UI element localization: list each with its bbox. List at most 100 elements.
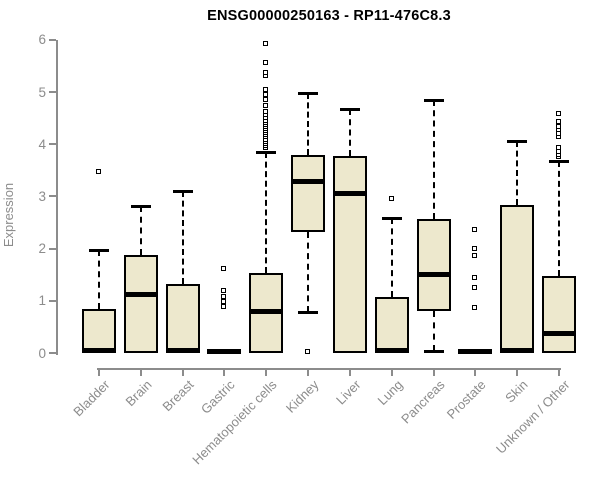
median-line <box>458 349 493 355</box>
upper-whisker <box>265 152 268 273</box>
outlier-point <box>305 348 311 354</box>
upper-whisker <box>432 99 435 219</box>
upper-whisker-cap <box>549 159 570 163</box>
outlier-point <box>556 144 562 150</box>
iqr-box <box>374 296 409 353</box>
outlier-point <box>221 294 227 300</box>
x-axis-tick <box>516 368 519 376</box>
median-line <box>416 272 451 278</box>
iqr-box <box>332 156 367 353</box>
outlier-point <box>263 60 269 66</box>
outlier-point <box>556 111 562 117</box>
y-axis-tick-label: 6 <box>38 32 46 48</box>
y-axis-tick-label: 4 <box>38 136 46 152</box>
outlier-point <box>556 119 562 125</box>
outlier-point <box>472 304 478 310</box>
lower-whisker-cap <box>423 350 444 354</box>
y-axis-tick-label: 3 <box>38 188 46 204</box>
outlier-point <box>221 298 227 304</box>
outlier-point <box>96 168 101 174</box>
iqr-box <box>416 218 451 312</box>
x-axis-tick <box>474 368 477 376</box>
upper-whisker <box>516 140 519 206</box>
median-line <box>207 349 242 355</box>
upper-whisker-cap <box>339 108 360 112</box>
iqr-box <box>82 308 116 353</box>
median-line <box>82 348 116 354</box>
y-axis-tick <box>49 247 56 250</box>
iqr-box <box>291 154 326 232</box>
outlier-point <box>472 275 478 281</box>
x-axis-tick <box>223 368 226 376</box>
y-axis-tick <box>49 38 56 41</box>
x-axis-tick <box>558 368 561 376</box>
x-axis-line <box>97 368 562 370</box>
iqr-box <box>542 276 577 353</box>
outlier-point <box>221 303 227 309</box>
median-line <box>249 308 284 314</box>
upper-whisker-cap <box>89 249 109 253</box>
upper-whisker-cap <box>298 92 319 96</box>
y-axis-tick-label: 1 <box>38 293 46 309</box>
outlier-point <box>221 287 227 293</box>
outlier-point <box>472 227 478 233</box>
x-axis-tick <box>348 368 351 376</box>
outlier-point <box>388 196 394 201</box>
lower-whisker-cap <box>298 311 319 315</box>
outlier-point <box>263 40 269 46</box>
upper-whisker <box>139 205 142 256</box>
x-axis-tick <box>390 368 393 376</box>
y-axis-tick-label: 2 <box>38 241 46 257</box>
upper-whisker-cap <box>381 216 402 220</box>
y-axis-tick-label: 0 <box>38 345 46 361</box>
y-axis-tick <box>49 352 56 354</box>
upper-whisker-cap <box>423 98 444 102</box>
upper-whisker <box>348 109 351 157</box>
y-axis-tick <box>49 143 56 146</box>
upper-whisker <box>307 93 310 155</box>
y-axis-tick <box>49 195 56 198</box>
iqr-box <box>500 205 535 353</box>
upper-whisker-cap <box>256 151 277 155</box>
outlier-point <box>263 96 269 102</box>
y-axis-line <box>56 39 58 355</box>
y-axis-tick-label: 5 <box>38 84 46 100</box>
upper-whisker <box>558 160 561 277</box>
iqr-box <box>165 284 200 353</box>
upper-whisker <box>98 250 100 309</box>
x-axis-tick <box>98 368 100 376</box>
median-line <box>332 190 367 196</box>
x-axis-tick <box>432 368 435 376</box>
outlier-point <box>472 284 478 290</box>
upper-whisker <box>181 191 184 285</box>
x-axis-tick <box>307 368 310 376</box>
upper-whisker-cap <box>507 139 528 143</box>
lower-whisker <box>307 231 310 313</box>
outlier-point <box>263 108 269 114</box>
median-line <box>291 179 326 185</box>
median-line <box>542 330 577 336</box>
outlier-point <box>263 103 269 109</box>
outlier-point <box>472 252 478 258</box>
outlier-point <box>472 245 478 251</box>
lower-whisker <box>432 311 435 352</box>
outlier-point <box>263 87 269 93</box>
median-line <box>374 348 409 354</box>
chart-title: ENSG00000250163 - RP11-476C8.3 <box>207 8 451 24</box>
median-line <box>165 348 200 354</box>
outlier-point <box>556 123 562 129</box>
upper-whisker <box>390 217 393 297</box>
x-axis-tick <box>139 368 142 376</box>
x-axis-tick <box>181 368 184 376</box>
upper-whisker-cap <box>172 190 193 194</box>
median-line <box>500 348 535 354</box>
x-axis-tick <box>265 368 268 376</box>
outlier-point <box>263 69 269 75</box>
upper-whisker-cap <box>130 204 151 208</box>
median-line <box>123 292 158 298</box>
y-axis-tick <box>49 299 56 302</box>
iqr-box <box>123 255 158 353</box>
outlier-point <box>221 266 227 272</box>
